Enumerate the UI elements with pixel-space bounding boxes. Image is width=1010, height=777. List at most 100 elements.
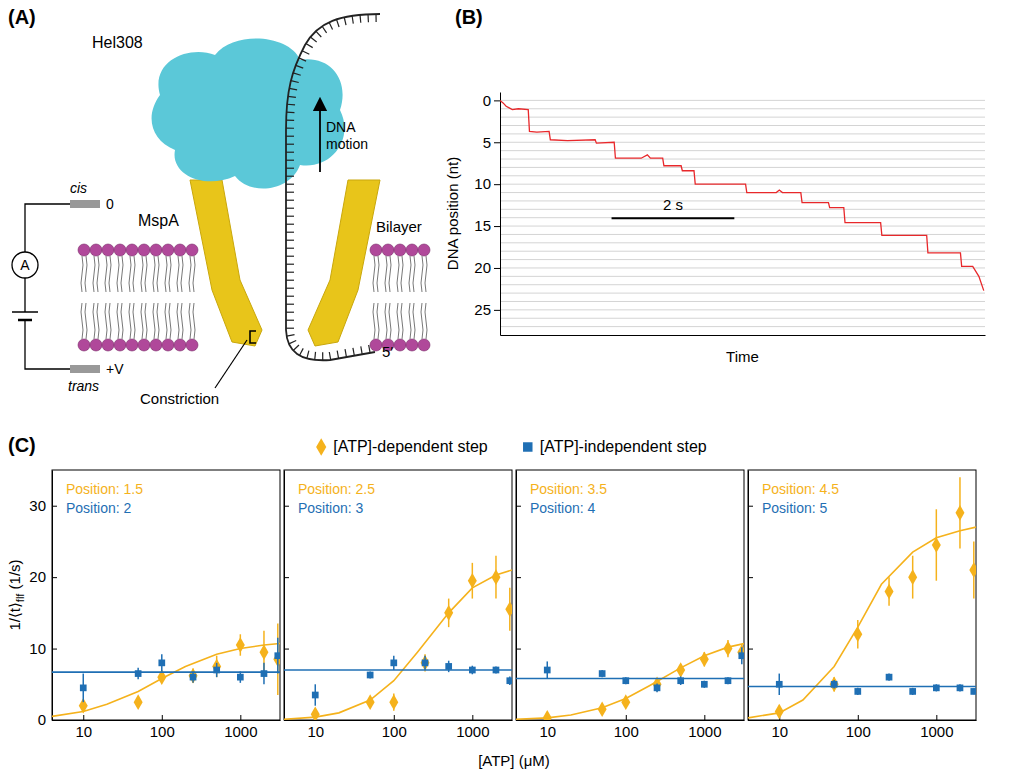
y-axis-tick — [284, 649, 289, 650]
panel-label: (B) — [455, 6, 483, 28]
lipid-head — [406, 244, 418, 256]
lipid-tail — [121, 256, 123, 292]
tick-label: 5 — [483, 134, 491, 151]
dna-base — [286, 224, 294, 225]
lipid-tail — [373, 303, 375, 339]
point — [506, 677, 512, 684]
point — [621, 694, 630, 710]
grid-line — [500, 284, 985, 285]
grid-line — [500, 259, 985, 260]
legend-symbol — [523, 442, 532, 451]
fit-curve — [284, 570, 512, 719]
y-axis-tick — [284, 506, 289, 507]
tick-mark — [748, 577, 753, 578]
lipid-tail — [85, 256, 87, 292]
dna-bases — [286, 14, 376, 360]
y-axis — [284, 471, 289, 721]
y-axis-tick: 25 — [474, 301, 500, 318]
dna-base — [302, 51, 309, 55]
lipid-tail — [153, 256, 155, 292]
grid-line — [500, 251, 985, 252]
lipid-tail — [169, 256, 171, 292]
error-bar — [277, 624, 279, 695]
lipid-tail — [153, 303, 155, 339]
y-axis: 0102030 — [29, 471, 57, 729]
fit-curve — [52, 671, 280, 673]
dna-base — [296, 65, 303, 68]
lipid-tail — [377, 256, 379, 292]
lipid-tail — [121, 303, 123, 339]
point — [969, 562, 976, 578]
subplot: 1010010000102030Position: 1.5Position: 2 — [29, 470, 282, 740]
lipid-tail — [193, 256, 195, 292]
grid-line — [500, 108, 985, 109]
lipid-tail — [117, 256, 119, 292]
y-axis-title: 1/⟨t⟩flf (1/s) — [6, 559, 26, 630]
tick-label: 1000 — [456, 723, 489, 740]
dna-base — [286, 248, 294, 249]
x-axis-tick: 1000 — [456, 715, 489, 740]
dna-base — [286, 328, 294, 329]
point — [831, 681, 838, 688]
lipid-head — [162, 244, 174, 256]
annotation: Position: 2.5 — [298, 481, 375, 497]
y-axis-line — [516, 471, 517, 721]
dna-base — [293, 73, 301, 75]
y-axis-title-main: 1/⟨t⟩ — [6, 602, 23, 630]
point — [622, 677, 629, 684]
lipid-tail — [189, 256, 191, 292]
dna-base — [286, 312, 294, 313]
tick-mark — [472, 715, 473, 720]
marks — [500, 100, 984, 290]
panel-c: [ATP]-dependent step[ATP]-independent st… — [6, 438, 978, 769]
lipid-head — [102, 339, 114, 351]
tick-label: 20 — [474, 259, 491, 276]
dna-base — [286, 296, 294, 297]
dna-base — [329, 22, 332, 29]
point — [468, 573, 477, 589]
dna-base — [286, 216, 294, 217]
y-axis-tick — [748, 720, 753, 721]
x-axis-tick: 100 — [846, 715, 871, 740]
lipid-tail — [409, 256, 411, 292]
y-axis-line — [500, 93, 501, 336]
y-axis-tick: 15 — [474, 217, 500, 234]
point — [908, 569, 917, 585]
x-axis-line — [749, 720, 977, 721]
diagram-label: 5′ — [382, 343, 393, 360]
grid-line — [500, 242, 985, 243]
annotation: Position: 4 — [530, 500, 596, 516]
annotation: Position: 3.5 — [530, 481, 607, 497]
point — [776, 681, 783, 688]
electrode — [70, 365, 100, 373]
tick-mark — [936, 715, 937, 720]
legend-item: [ATP]-dependent step — [316, 438, 488, 456]
y-axis-tick: 5 — [483, 134, 500, 151]
point — [189, 668, 198, 684]
lipid-tail — [397, 256, 399, 292]
lipid-tail — [413, 256, 415, 292]
point — [676, 662, 685, 678]
ammeter — [12, 252, 38, 278]
y-axis-tick — [516, 649, 521, 650]
dna-base — [286, 256, 294, 257]
y-axis-tick — [748, 506, 753, 507]
lipid-tail — [189, 303, 191, 339]
point — [261, 670, 268, 677]
lipid-tail — [409, 303, 411, 339]
lipid-tail — [105, 303, 107, 339]
point — [677, 677, 684, 684]
tick-mark — [516, 506, 521, 507]
y-axis-tick — [748, 649, 753, 650]
motion-arrow — [319, 104, 321, 172]
dna-base — [286, 184, 294, 185]
lipid-tail — [193, 303, 195, 339]
lipid-head — [162, 339, 174, 351]
point — [158, 660, 165, 667]
fit-curve — [748, 527, 976, 718]
y-axis-title-tail: (1/s) — [6, 559, 23, 593]
trace — [500, 100, 984, 290]
tick-label: 10 — [75, 723, 92, 740]
diagram-label: MspA — [138, 212, 179, 229]
y-axis-line — [284, 471, 285, 721]
